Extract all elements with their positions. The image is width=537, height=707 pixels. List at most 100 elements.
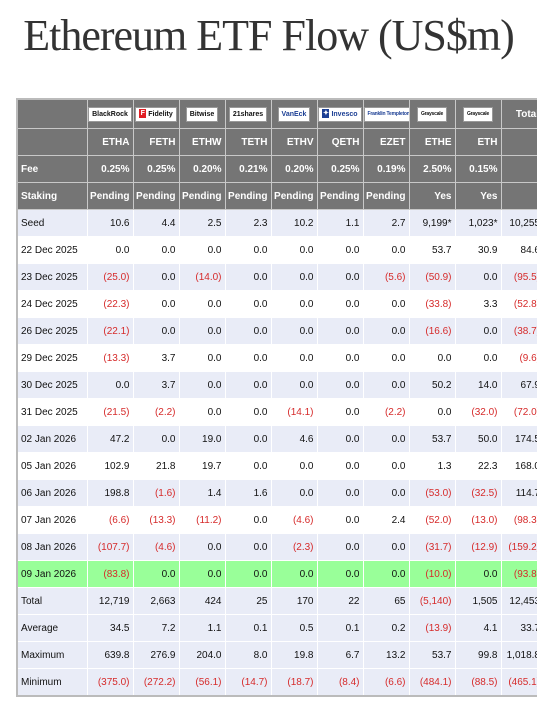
- grayscale-logo: Grayscale: [416, 106, 448, 122]
- flow-cell: 53.7: [408, 641, 456, 669]
- flow-cell: (6.6): [86, 506, 134, 534]
- flow-cell: (375.0): [86, 668, 134, 697]
- flow-cell: 0.0: [132, 560, 180, 588]
- invesco-mark-icon: ✦: [322, 109, 330, 119]
- flow-cell: 0.0: [362, 452, 410, 480]
- row-label: 06 Jan 2026: [16, 479, 88, 507]
- row-label: 31 Dec 2025: [16, 398, 88, 426]
- flow-cell: 0.0: [224, 371, 272, 399]
- flow-cell: (88.5): [454, 668, 502, 697]
- flow-cell: 65: [362, 587, 410, 615]
- flow-cell: (56.1): [178, 668, 226, 697]
- total-cell: (52.8): [500, 290, 537, 318]
- issuer-logo-row: BlackRock F Fidelity Bitwise 21shares Van…: [16, 98, 537, 129]
- flow-cell: 30.9: [454, 236, 502, 264]
- flow-cell: 424: [178, 587, 226, 615]
- flow-row: 02 Jan 2026 47.2 0.0 19.0 0.0 4.6 0.0 0.0 53.7 50…: [16, 425, 537, 453]
- flow-cell: 0.0: [362, 236, 410, 264]
- flow-cell: (33.8): [408, 290, 456, 318]
- flow-cell: (14.0): [178, 263, 226, 291]
- ticker-row: ETHA FETH ETHW TETH ETHV QETH EZET ETHE ETH: [16, 128, 537, 156]
- total-cell: 174.5: [500, 425, 537, 453]
- flow-cell: 1.4: [178, 479, 226, 507]
- row-label: 07 Jan 2026: [16, 506, 88, 534]
- row-label: Total: [16, 587, 88, 615]
- flow-cell: 1.3: [408, 452, 456, 480]
- flow-cell: 4.6: [270, 425, 318, 453]
- total-cell: 168.0: [500, 452, 537, 480]
- fee-cell: 0.25%: [86, 155, 134, 183]
- flow-cell: 0.0: [86, 371, 134, 399]
- flow-cell: (1.6): [132, 479, 180, 507]
- seed-row: Seed 10.6 4.4 2.5 2.3 10.2 1.1 2.7 9,199* 1,023* 1…: [16, 209, 537, 237]
- flow-cell: 2,663: [132, 587, 180, 615]
- total-cell: 67.9: [500, 371, 537, 399]
- total-header: Total: [500, 98, 537, 129]
- fee-cell: 0.20%: [178, 155, 226, 183]
- staking-total-blank: [500, 182, 537, 210]
- flow-cell: (25.0): [86, 263, 134, 291]
- row-label: Maximum: [16, 641, 88, 669]
- flow-cell: 0.0: [316, 560, 364, 588]
- flow-cell: (32.5): [454, 479, 502, 507]
- invesco-logo: ✦ Invesco: [318, 106, 362, 122]
- flow-cell: 0.0: [224, 344, 272, 372]
- flow-cell: 1.6: [224, 479, 272, 507]
- row-label: 22 Dec 2025: [16, 236, 88, 264]
- ticker-eth: ETH: [454, 128, 502, 156]
- flow-cell: 50.0: [454, 425, 502, 453]
- flow-cell: (484.1): [408, 668, 456, 697]
- total-cell: (38.7): [500, 317, 537, 345]
- flow-cell: 10.2: [270, 209, 318, 237]
- issuer-logo-grayscale-eth: Grayscale: [454, 98, 502, 129]
- flow-cell: (4.6): [132, 533, 180, 561]
- flow-cell: 0.0: [316, 344, 364, 372]
- flow-cell: 0.0: [270, 371, 318, 399]
- flow-row: 08 Jan 2026 (107.7) (4.6) 0.0 0.0 (2.3) 0.0 0.0…: [16, 533, 537, 561]
- flow-cell: (4.6): [270, 506, 318, 534]
- flow-cell: 0.0: [316, 398, 364, 426]
- flow-cell: (6.6): [362, 668, 410, 697]
- ticker-ethv: ETHV: [270, 128, 318, 156]
- total-cell: 12,453: [500, 587, 537, 615]
- flow-row: 09 Jan 2026 (83.8) 0.0 0.0 0.0 0.0 0.0 0.0 (10.0…: [16, 560, 537, 588]
- flow-cell: 0.0: [362, 479, 410, 507]
- staking-cell: Pending: [178, 182, 226, 210]
- row-label: Average: [16, 614, 88, 642]
- flow-row: 07 Jan 2026 (6.6) (13.3) (11.2) 0.0 (4.6) 0.0 2…: [16, 506, 537, 534]
- flow-cell: 0.0: [362, 560, 410, 588]
- flow-cell: 0.1: [316, 614, 364, 642]
- flow-cell: (11.2): [178, 506, 226, 534]
- total-cell: 84.6: [500, 236, 537, 264]
- 21shares-logo: 21shares: [228, 106, 268, 122]
- flow-cell: 3.7: [132, 371, 180, 399]
- flow-cell: 13.2: [362, 641, 410, 669]
- flow-cell: 0.0: [270, 290, 318, 318]
- flow-cell: (14.1): [270, 398, 318, 426]
- flow-cell: 53.7: [408, 236, 456, 264]
- franklin-templeton-logo: Franklin Templeton: [364, 106, 408, 122]
- summary-row-maximum: Maximum 639.8 276.9 204.0 8.0 19.8 6.7 13.2 53.7…: [16, 641, 537, 669]
- issuer-logo-invesco: ✦ Invesco: [316, 98, 364, 129]
- flow-cell: 0.0: [316, 263, 364, 291]
- flow-cell: 4.1: [454, 614, 502, 642]
- flow-cell: 0.5: [270, 614, 318, 642]
- fee-cell: 0.25%: [132, 155, 180, 183]
- flow-cell: 0.0: [132, 263, 180, 291]
- flow-row: 31 Dec 2025 (21.5) (2.2) 0.0 0.0 (14.1) 0.0 (2.…: [16, 398, 537, 426]
- row-label: 30 Dec 2025: [16, 371, 88, 399]
- flow-cell: 0.0: [316, 506, 364, 534]
- flow-cell: 0.0: [316, 452, 364, 480]
- flow-cell: 0.0: [224, 290, 272, 318]
- flow-cell: 34.5: [86, 614, 134, 642]
- flow-cell: 19.7: [178, 452, 226, 480]
- flow-row: 24 Dec 2025 (22.3) 0.0 0.0 0.0 0.0 0.0 0.0 (33.8…: [16, 290, 537, 318]
- flow-cell: 0.0: [86, 236, 134, 264]
- total-cell: (159.2): [500, 533, 537, 561]
- flow-cell: 639.8: [86, 641, 134, 669]
- flow-cell: (107.7): [86, 533, 134, 561]
- flow-cell: 0.0: [316, 425, 364, 453]
- ticker-etha: ETHA: [86, 128, 134, 156]
- flow-cell: 0.0: [362, 371, 410, 399]
- summary-row-average: Average 34.5 7.2 1.1 0.1 0.5 0.1 0.2 (13.9) 4.1 33…: [16, 614, 537, 642]
